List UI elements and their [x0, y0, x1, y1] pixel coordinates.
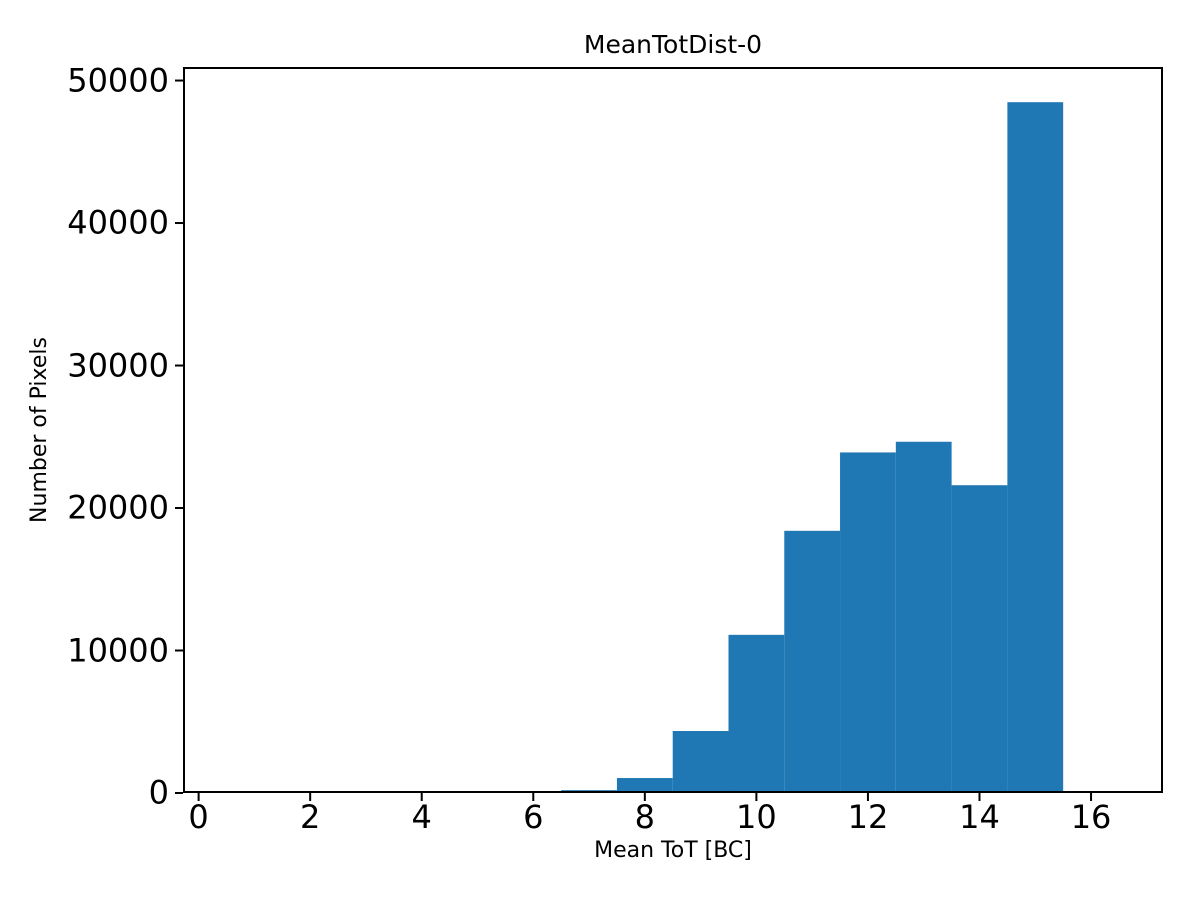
histogram-bar	[1007, 102, 1064, 793]
y-tick-label: 30000	[67, 345, 169, 384]
x-tick-label: 0	[188, 798, 209, 836]
histogram-bar	[840, 452, 896, 793]
y-tick-label: 20000	[67, 488, 169, 527]
histogram-bar	[616, 778, 673, 793]
x-tick-label: 10	[736, 798, 777, 836]
x-tick-label: 14	[959, 798, 1000, 836]
y-tick-label: 50000	[67, 60, 169, 99]
y-tick-label: 40000	[67, 203, 169, 242]
histogram-bar	[951, 485, 1008, 793]
y-tick-label: 0	[148, 773, 169, 812]
histogram-bar	[728, 634, 785, 793]
histogram-bar	[895, 441, 952, 793]
x-tick-label: 16	[1070, 798, 1112, 836]
chart-title: MeanTotDist-0	[583, 30, 763, 59]
x-tick-label: 12	[847, 798, 889, 836]
x-tick-label: 8	[634, 798, 656, 836]
histogram-bar	[784, 530, 841, 793]
axes-frame	[183, 67, 1163, 793]
x-axis-label: Mean ToT [BC]	[594, 838, 752, 863]
y-tick-label: 10000	[67, 630, 169, 669]
x-tick-label: 6	[523, 798, 544, 836]
histogram-bar	[672, 731, 729, 793]
x-tick-label: 4	[411, 798, 432, 836]
x-tick-label: 2	[299, 798, 321, 836]
